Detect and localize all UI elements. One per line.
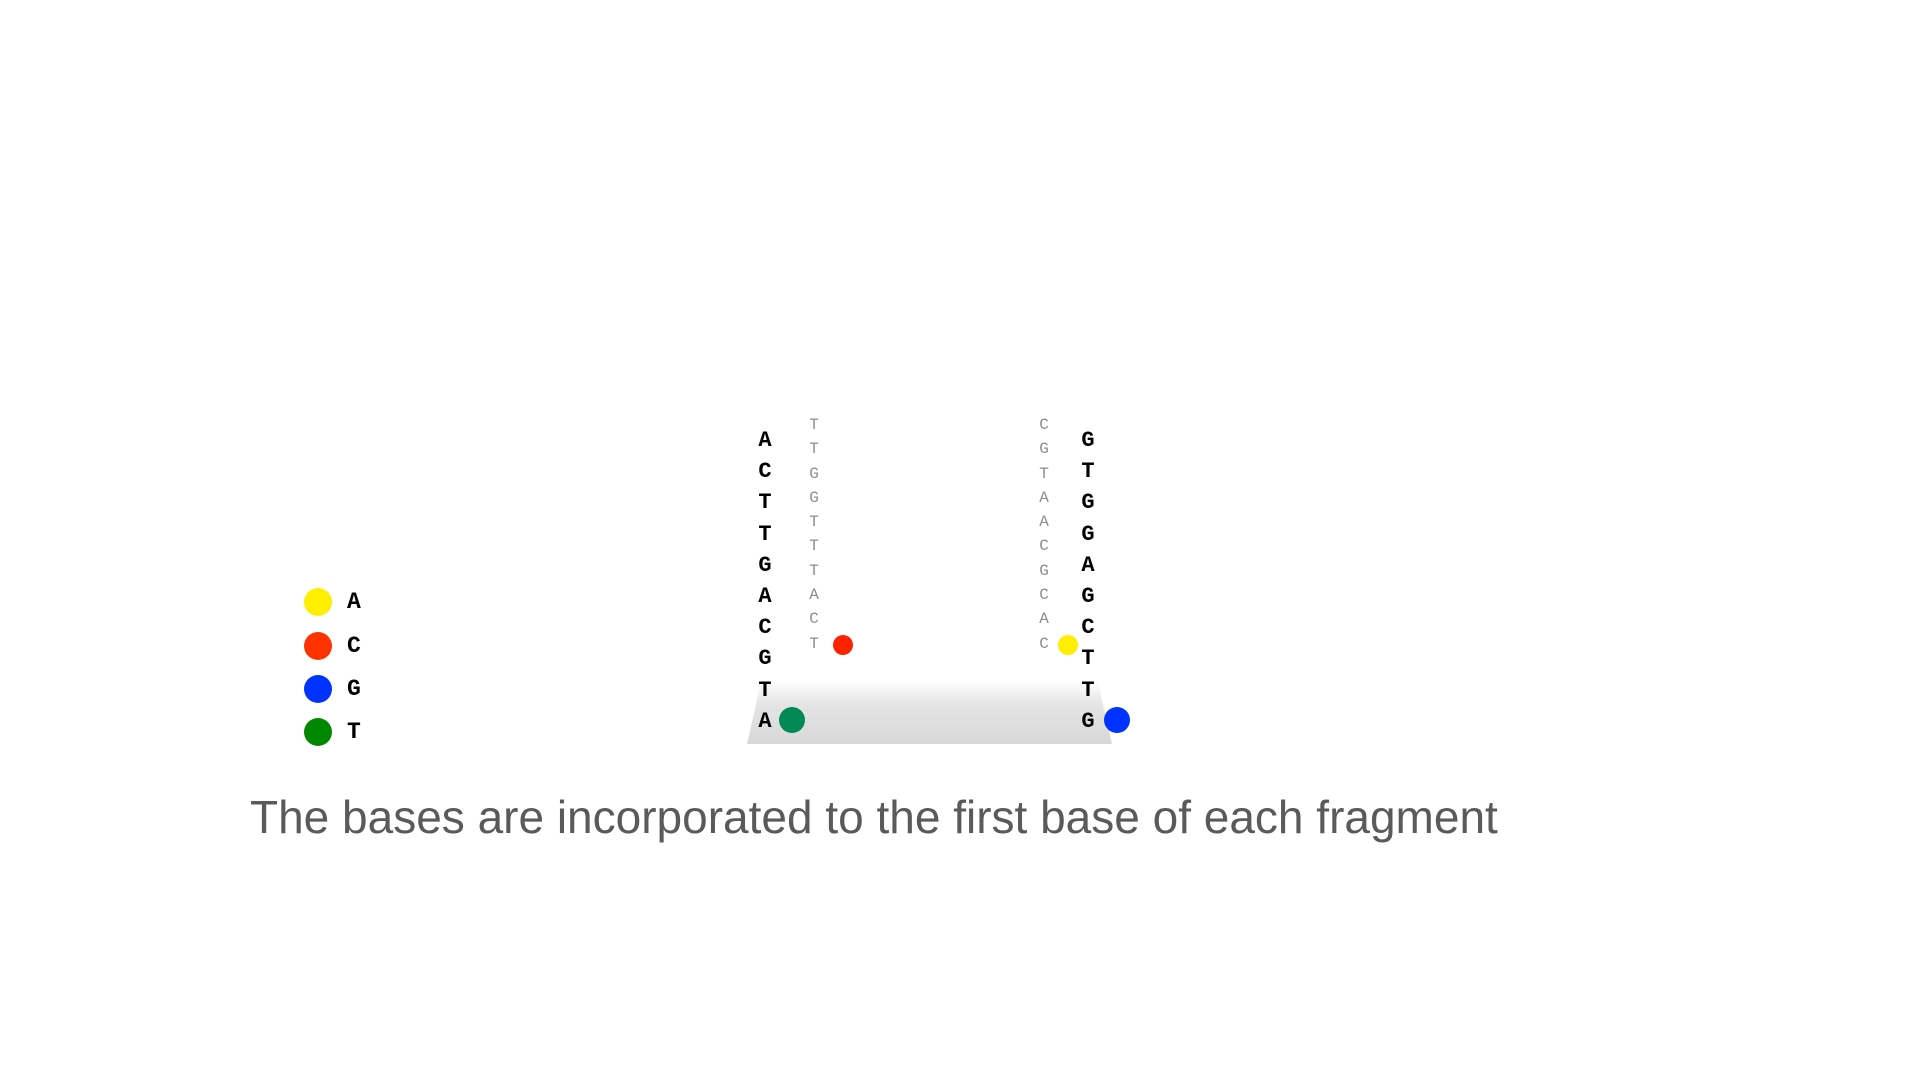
base: C xyxy=(1081,615,1095,641)
base: G xyxy=(1081,428,1095,453)
fragment-2-incorporated-base-dot xyxy=(1058,635,1078,655)
legend-label-a: A xyxy=(347,589,361,615)
legend-dot-g xyxy=(304,675,332,703)
base: G xyxy=(758,552,772,578)
base: T xyxy=(1081,646,1095,672)
base: C xyxy=(1039,586,1049,605)
base: G xyxy=(1081,708,1095,734)
legend-label-g: G xyxy=(347,676,361,702)
base: T xyxy=(758,677,772,703)
base: T xyxy=(809,634,819,653)
base: G xyxy=(1081,583,1095,609)
base: A xyxy=(1039,488,1049,507)
fragment-2-growing-strand: C G T A A C G C A C xyxy=(1034,413,1054,656)
base: G xyxy=(1039,561,1049,580)
base: C xyxy=(1039,537,1049,556)
base: C xyxy=(1039,416,1049,434)
legend-dot-a xyxy=(304,588,332,616)
base: T xyxy=(1039,464,1049,483)
caption: The bases are incorporated to the first … xyxy=(250,791,1498,843)
base: G xyxy=(758,646,772,672)
base: C xyxy=(809,610,819,629)
base: C xyxy=(758,459,772,485)
base: T xyxy=(809,416,819,434)
base: T xyxy=(1081,459,1095,485)
base: A xyxy=(1081,552,1095,578)
base: C xyxy=(758,615,772,641)
base: G xyxy=(1081,490,1095,516)
base: G xyxy=(809,464,819,483)
base: A xyxy=(809,586,819,605)
base: A xyxy=(1039,513,1049,532)
base: G xyxy=(809,488,819,507)
fragment-2-template-strand: G T G G A G C T T G xyxy=(1073,425,1103,737)
fragment-2-anchor-dot xyxy=(1104,707,1130,733)
base: T xyxy=(758,490,772,516)
base: G xyxy=(1081,521,1095,547)
base: A xyxy=(758,708,772,734)
legend-dot-c xyxy=(304,632,332,660)
base: T xyxy=(809,513,819,532)
base: T xyxy=(809,561,819,580)
legend-dot-t xyxy=(304,718,332,746)
base: C xyxy=(1039,634,1049,653)
base: A xyxy=(758,583,772,609)
fragment-1-incorporated-base-dot xyxy=(833,635,853,655)
flow-cell-surface xyxy=(747,680,1112,744)
base: T xyxy=(809,537,819,556)
legend-label-t: T xyxy=(347,719,361,745)
base: A xyxy=(758,428,772,453)
base: A xyxy=(1039,610,1049,629)
fragment-1-anchor-dot xyxy=(779,707,805,733)
base: T xyxy=(809,440,819,459)
base: T xyxy=(758,521,772,547)
base: G xyxy=(1039,440,1049,459)
legend-label-c: C xyxy=(347,633,361,659)
fragment-1-growing-strand: T T G G T T T A C T xyxy=(804,413,824,656)
fragment-1-template-strand: A C T T G A C G T A xyxy=(750,425,780,737)
base: T xyxy=(1081,677,1095,703)
